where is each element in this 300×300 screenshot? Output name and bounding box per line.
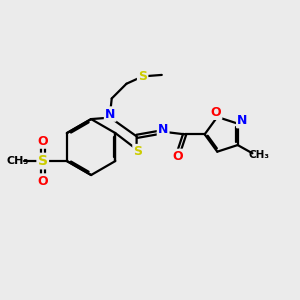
Text: CH₃: CH₃ [248, 150, 269, 160]
Text: N: N [237, 114, 248, 127]
Text: O: O [38, 175, 48, 188]
Text: S: S [38, 154, 48, 168]
Text: O: O [38, 134, 48, 148]
Text: O: O [211, 106, 221, 119]
Text: N: N [105, 108, 116, 121]
Text: CH₃: CH₃ [6, 156, 28, 166]
Text: S: S [134, 145, 142, 158]
Text: S: S [138, 70, 147, 83]
Text: O: O [172, 150, 183, 163]
Text: N: N [158, 123, 168, 136]
